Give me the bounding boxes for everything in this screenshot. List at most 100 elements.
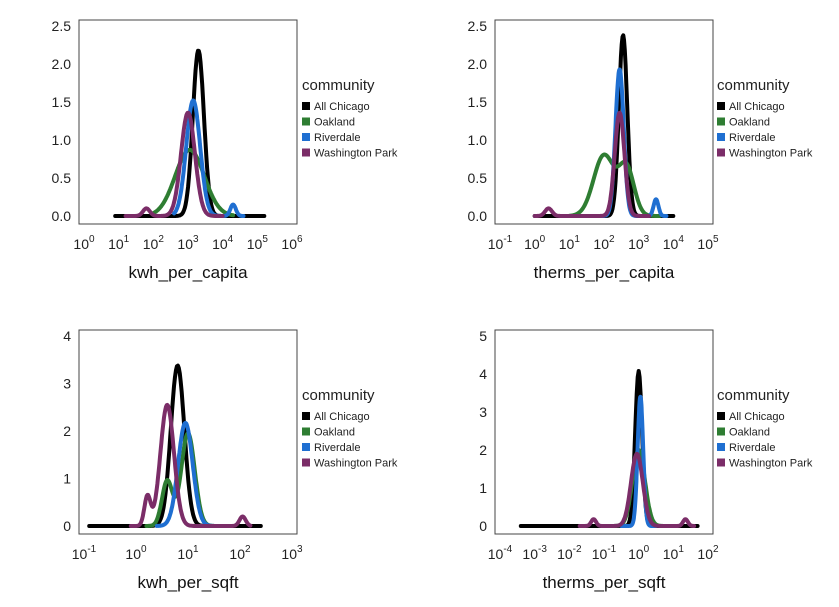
y-tick-label: 1.0: [468, 132, 488, 148]
legend-title: community: [302, 387, 375, 404]
series-line-oakland: [151, 147, 236, 218]
y-tick-label: 4: [479, 366, 487, 382]
x-tick-label: 10-1: [72, 544, 97, 562]
legend-entry-label: Oakland: [314, 117, 355, 129]
plot-frame: [78, 329, 298, 535]
y-tick-label: 1.5: [468, 94, 488, 110]
legend-swatch: [302, 133, 310, 141]
x-tick-label: 103: [281, 544, 303, 562]
x-tick-label: 100: [628, 544, 650, 562]
series-line-all-chicago: [113, 48, 267, 218]
legend-swatch: [717, 412, 725, 420]
y-tick-label: 3: [63, 376, 71, 392]
series-line-washington-park: [532, 110, 652, 218]
x-tick-label: 104: [663, 234, 685, 252]
series-line-washington-park: [577, 451, 697, 528]
x-tick-label: 102: [697, 544, 719, 562]
series-line-all-chicago: [532, 33, 676, 218]
x-tick-label: 100: [524, 234, 546, 252]
x-tick-label: 101: [108, 234, 130, 252]
legend-swatch: [717, 102, 725, 110]
x-tick-label: 100: [125, 544, 147, 562]
series-line-washington-park: [123, 110, 225, 218]
y-tick-label: 2.5: [52, 18, 72, 34]
x-tick-label: 10-3: [522, 544, 547, 562]
legend-swatch: [717, 443, 725, 451]
series-line-riverdale: [619, 394, 658, 528]
chart-panel-3: 0 1 2 3 4 10-1 100 101 102 103 kwh_per_sqft communi…: [63, 328, 398, 592]
x-tick-label: 105: [697, 234, 719, 252]
legend-entry-label: Riverdale: [729, 132, 775, 144]
legend-swatch: [302, 148, 310, 157]
legend-entry-label: All Chicago: [314, 101, 370, 113]
x-tick-label: 10-4: [488, 544, 513, 562]
plot-frame: [78, 19, 298, 225]
x-tick-label: 104: [212, 234, 234, 252]
chart-panel-4: 0 1 2 3 4 5 10-4 10-3 10-2 10-1 100 101 102 therms_pe…: [479, 328, 813, 592]
x-tick-label: 101: [177, 544, 199, 562]
x-tick-label: 100: [73, 234, 95, 252]
legend-entry-label: All Chicago: [314, 411, 370, 423]
y-tick-label: 2.5: [468, 18, 488, 34]
legend-entry-label: Washington Park: [314, 148, 398, 160]
y-tick-label: 0.0: [468, 208, 488, 224]
legend-swatch: [302, 427, 310, 436]
legend-entry-label: Riverdale: [729, 442, 775, 454]
legend-entry-label: Oakland: [729, 117, 770, 129]
legend-entry-label: All Chicago: [729, 101, 785, 113]
y-tick-label: 5: [479, 328, 487, 344]
legend-swatch: [717, 427, 725, 436]
x-axis-label: therms_per_capita: [534, 263, 675, 282]
y-tick-label: 2.0: [468, 56, 488, 72]
y-tick-label: 2: [63, 423, 71, 439]
y-tick-label: 1.5: [52, 94, 72, 110]
y-tick-label: 0: [479, 518, 487, 534]
legend-swatch: [302, 102, 310, 110]
x-tick-label: 101: [559, 234, 581, 252]
legend: community All Chicago Oakland Riverdale Wash…: [717, 387, 813, 470]
y-tick-label: 4: [63, 328, 71, 344]
x-tick-label: 105: [247, 234, 269, 252]
y-tick-label: 2: [479, 442, 487, 458]
series-line-washington-park: [128, 402, 253, 528]
y-tick-label: 0.5: [52, 170, 72, 186]
legend-entry-label: Washington Park: [314, 458, 398, 470]
x-axis-label: kwh_per_capita: [128, 263, 248, 282]
legend-swatch: [302, 458, 310, 467]
plot-frame: [494, 329, 714, 535]
legend-title: community: [717, 77, 790, 94]
legend-entry-label: All Chicago: [729, 411, 785, 423]
legend-swatch: [302, 117, 310, 126]
x-tick-label: 102: [229, 544, 251, 562]
x-tick-label: 10-1: [592, 544, 617, 562]
chart-panel-2: 0.0 0.5 1.0 1.5 2.0 2.5 10-1 100 101 102 103 104 105…: [468, 18, 813, 282]
x-tick-label: 106: [281, 234, 303, 252]
x-tick-label: 10-1: [488, 234, 513, 252]
legend: community All Chicago Oakland Riverdale Wash…: [302, 387, 398, 470]
y-tick-label: 3: [479, 404, 487, 420]
legend: community All Chicago Oakland Riverdale Wash…: [302, 77, 398, 160]
series-line-all-chicago: [518, 369, 700, 528]
y-tick-label: 1: [479, 480, 487, 496]
chart-panel-1: 0.0 0.5 1.0 1.5 2.0 2.5 100 101 102 103 104 105 106 k…: [52, 18, 398, 282]
x-axis-label: therms_per_sqft: [543, 573, 666, 592]
legend-entry-label: Washington Park: [729, 148, 813, 160]
x-tick-label: 101: [663, 544, 685, 562]
x-tick-label: 103: [177, 234, 199, 252]
x-tick-label: 102: [593, 234, 615, 252]
legend-title: community: [302, 77, 375, 94]
series-line-riverdale: [172, 98, 246, 218]
x-axis-label: kwh_per_sqft: [137, 573, 238, 592]
plot-frame: [494, 19, 714, 225]
legend-swatch: [717, 133, 725, 141]
x-tick-label: 103: [628, 234, 650, 252]
legend-entry-label: Washington Park: [729, 458, 813, 470]
y-tick-label: 0.0: [52, 208, 72, 224]
legend-entry-label: Oakland: [314, 427, 355, 439]
legend-entry-label: Oakland: [729, 427, 770, 439]
legend-entry-label: Riverdale: [314, 442, 360, 454]
legend-swatch: [717, 117, 725, 126]
legend-swatch: [717, 148, 725, 157]
legend-swatch: [717, 458, 725, 467]
